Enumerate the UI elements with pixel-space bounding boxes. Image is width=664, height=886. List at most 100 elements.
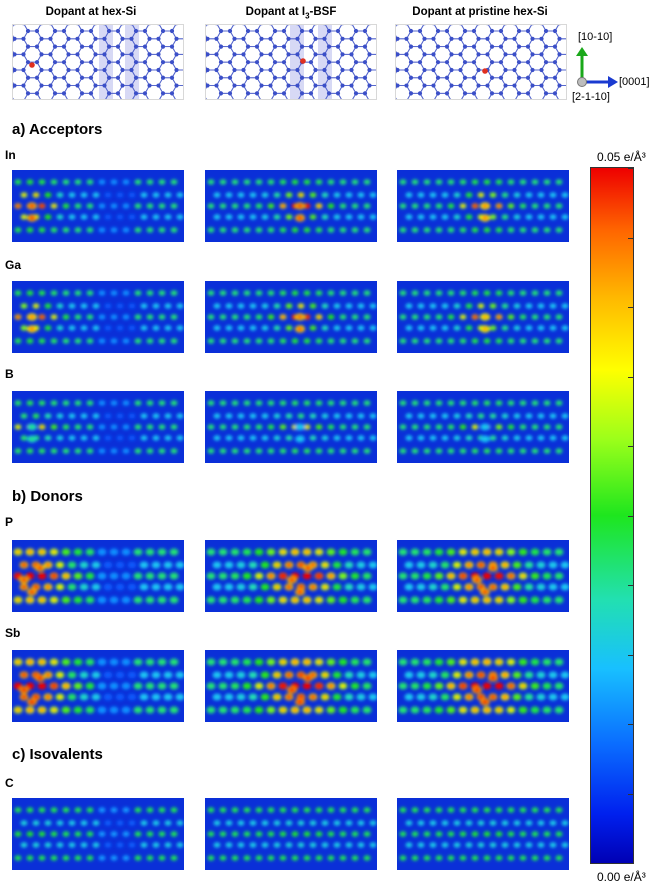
- density-map-svg: [12, 650, 184, 722]
- lattice-atom: [557, 83, 562, 88]
- lattice-atom: [174, 83, 179, 88]
- density-blob: [309, 192, 317, 198]
- density-blob: [405, 413, 413, 419]
- density-blob: [273, 842, 281, 848]
- lattice-atom: [295, 67, 300, 73]
- lattice-atom: [404, 83, 409, 88]
- density-blob: [435, 448, 443, 454]
- density-blob: [417, 435, 425, 441]
- density-blob: [368, 583, 377, 591]
- lattice-atom: [133, 60, 139, 65]
- density-blob: [399, 424, 407, 430]
- lattice-atom: [458, 67, 463, 73]
- density-blob: [219, 227, 227, 233]
- density-blob: [321, 303, 329, 309]
- lattice-atom: [214, 52, 219, 57]
- density-blob: [236, 671, 246, 679]
- density-blob: [92, 303, 100, 309]
- density-blob: [121, 706, 131, 714]
- density-blob: [435, 227, 443, 233]
- lattice-atom: [417, 60, 423, 65]
- density-core: [448, 684, 454, 688]
- density-blob: [68, 303, 76, 309]
- lattice-atom: [142, 60, 148, 65]
- density-blob: [327, 179, 335, 185]
- lattice-atom: [268, 67, 273, 73]
- lattice-bond: [13, 25, 14, 27]
- density-core: [45, 585, 51, 589]
- density-blob: [543, 203, 551, 209]
- density-blob: [50, 179, 58, 185]
- density-blob: [98, 831, 106, 837]
- density-blob: [555, 448, 563, 454]
- density-blob: [231, 831, 239, 837]
- lattice-atom: [39, 83, 44, 88]
- density-map-svg: [397, 650, 569, 722]
- lattice-atom: [516, 60, 522, 65]
- density-core: [484, 660, 490, 664]
- density-blob: [38, 831, 46, 837]
- density-blob: [266, 706, 276, 714]
- density-blob: [224, 583, 234, 591]
- density-blob: [207, 179, 215, 185]
- density-blob: [398, 658, 408, 666]
- density-blob: [170, 338, 178, 344]
- density-core: [322, 585, 328, 589]
- lattice-atom: [34, 28, 40, 34]
- density-blob: [447, 338, 455, 344]
- density-blob: [176, 820, 184, 826]
- density-core: [34, 193, 38, 197]
- density-blob: [327, 290, 335, 296]
- density-blob: [357, 325, 365, 331]
- density-blob: [50, 807, 58, 813]
- density-blob: [158, 424, 166, 430]
- density-blob: [152, 192, 160, 198]
- density-blob: [435, 179, 443, 185]
- lattice-atom: [93, 99, 97, 100]
- density-core: [473, 204, 477, 208]
- density-blob: [285, 192, 293, 198]
- density-blob: [146, 831, 154, 837]
- density-blob: [525, 192, 533, 198]
- density-blob: [410, 548, 420, 556]
- density-blob: [344, 693, 354, 701]
- density-blob: [80, 435, 88, 441]
- density-blob: [333, 325, 341, 331]
- density-blob: [512, 561, 522, 569]
- density-blob: [91, 561, 101, 569]
- density-blob: [309, 214, 317, 220]
- density-blob: [411, 338, 419, 344]
- density-core: [27, 684, 33, 688]
- lattice-atom: [259, 36, 264, 41]
- density-blob: [254, 548, 264, 556]
- map-background: [12, 798, 184, 870]
- density-blob: [133, 548, 143, 556]
- map-background: [12, 170, 184, 242]
- density-blob: [417, 842, 425, 848]
- density-blob: [67, 693, 77, 701]
- density-blob: [86, 807, 94, 813]
- lattice-atom: [245, 75, 251, 80]
- density-blob: [369, 192, 377, 198]
- density-blob: [103, 693, 113, 701]
- density-blob: [68, 842, 76, 848]
- density-blob: [543, 314, 551, 320]
- density-blob: [207, 290, 215, 296]
- density-blob: [513, 214, 521, 220]
- density-blob: [332, 561, 342, 569]
- density-core: [316, 550, 322, 554]
- density-blob: [50, 290, 58, 296]
- density-map-p-hex-si: [12, 540, 184, 612]
- density-core: [520, 684, 526, 688]
- density-blob: [303, 807, 311, 813]
- density-blob: [345, 303, 353, 309]
- density-blob: [363, 203, 371, 209]
- dopant-label-sb: Sb: [5, 626, 21, 640]
- density-core: [39, 708, 45, 712]
- density-blob: [363, 227, 371, 233]
- density-blob: [477, 413, 485, 419]
- lattice-atom: [254, 60, 260, 65]
- density-core: [328, 684, 334, 688]
- lattice-atom: [566, 37, 567, 41]
- density-blob: [338, 572, 348, 580]
